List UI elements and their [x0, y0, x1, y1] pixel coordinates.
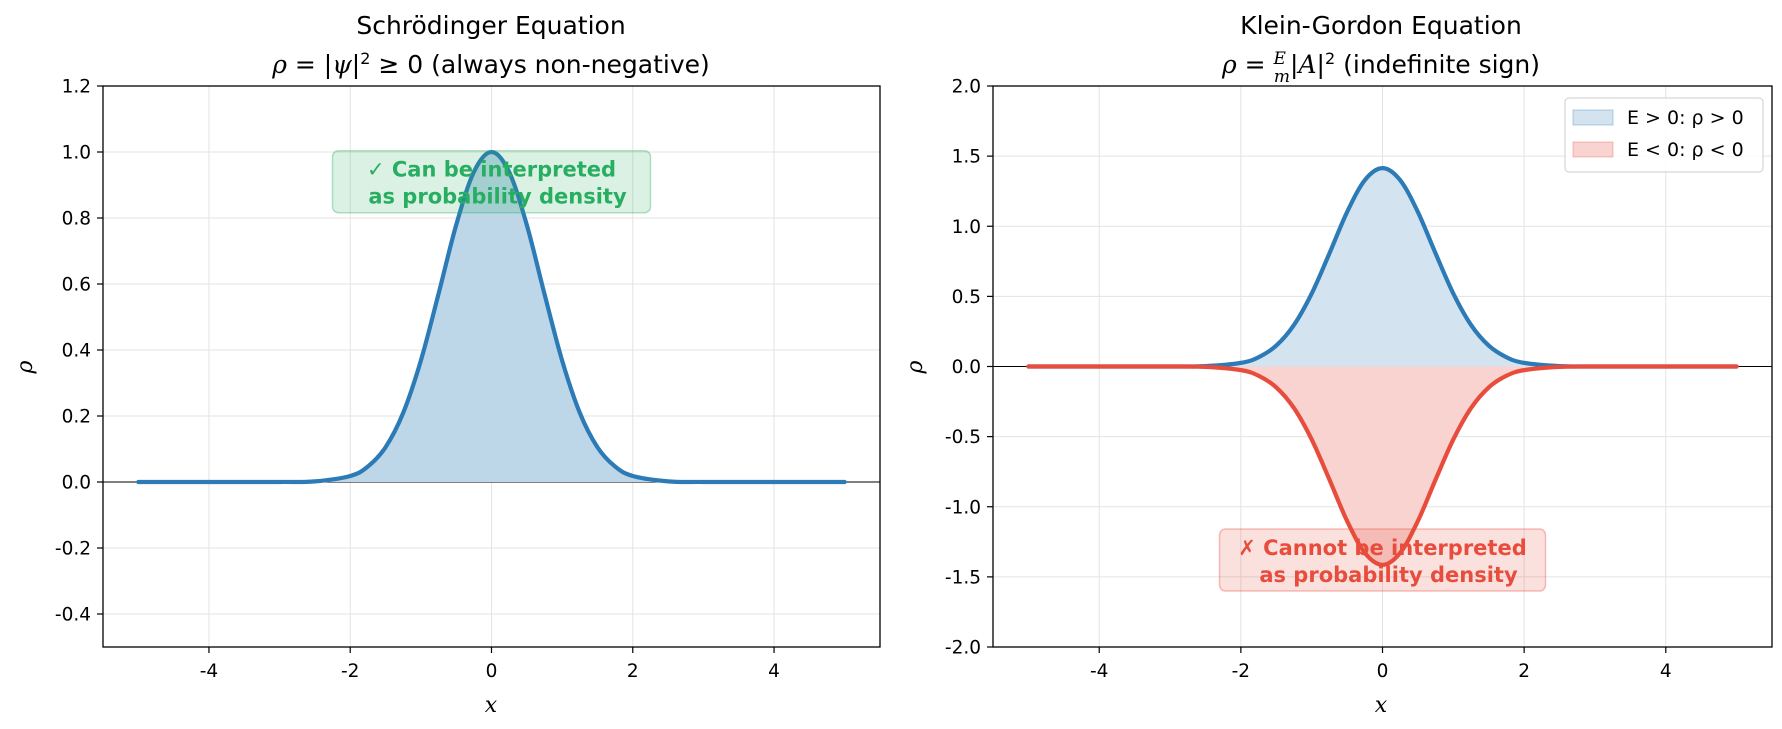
y-axis-label: ρ	[13, 360, 38, 374]
panel-title: Klein-Gordon Equation	[1240, 11, 1522, 40]
annotation-line-2: as probability density	[1259, 563, 1518, 587]
series-area	[138, 152, 845, 483]
y-tick-label: -1.5	[945, 567, 981, 588]
x-tick-label: 2	[1518, 661, 1530, 682]
legend: E > 0: ρ > 0 E < 0: ρ < 0	[1564, 97, 1764, 173]
x-tick-label: -2	[1232, 661, 1250, 682]
x-tick-label: 0	[486, 661, 498, 682]
series-line	[1026, 364, 1739, 567]
annotation: ✓ Can be interpreted as probability densi…	[331, 149, 652, 214]
annotation-box	[1218, 528, 1547, 592]
y-tick-label: 1.0	[62, 143, 91, 164]
y-axis-label: ρ	[903, 360, 928, 374]
y-tick-label: 0.2	[62, 407, 91, 428]
annotation-line-2: as probability density	[368, 185, 627, 209]
y-tick-label: 0.5	[952, 287, 981, 308]
legend-swatch	[1572, 109, 1614, 126]
y-tick-label: -2.0	[945, 638, 981, 659]
x-tick-label: -4	[1090, 661, 1108, 682]
x-tick-label: 0	[1377, 661, 1389, 682]
y-tick-label: 0.0	[952, 357, 981, 378]
series-area	[1028, 366, 1737, 565]
x-axis-label: x	[485, 693, 498, 718]
tick-labels: -4 -2 0 2 4 -2.0 -1.5 -1.0 -0.5 0.0 0.5 1.0 1.5 2.0	[945, 77, 1672, 683]
y-tick-label: 1.5	[952, 147, 981, 168]
annotation-box	[331, 149, 652, 214]
series-line	[136, 149, 847, 485]
y-tick-label: 2.0	[952, 77, 981, 98]
tick-labels: -4 -2 0 2 4 -0.4 -0.2 0.0 0.2 0.4 0.6 0.8 1.0 1.2	[55, 77, 780, 683]
legend-label: E > 0: ρ > 0	[1627, 107, 1744, 129]
panel-title: Schrödinger Equation	[356, 11, 625, 40]
annotation-line-1: ✓ Can be interpreted	[367, 158, 616, 182]
legend-label: E < 0: ρ < 0	[1627, 139, 1744, 161]
panel-subtitle: ρ = |ψ|2 ≥ 0 (always non-negative)	[271, 49, 710, 80]
y-tick-label: 0.6	[62, 275, 91, 296]
x-tick-label: 2	[627, 661, 639, 682]
legend-swatch	[1572, 141, 1614, 158]
y-tick-label: -0.4	[55, 605, 91, 626]
y-tick-label: -0.5	[945, 427, 981, 448]
x-tick-label: -4	[200, 661, 218, 682]
schrodinger-panel: Schrödinger Equation ρ = |ψ|2 ≥ 0 (alway…	[13, 11, 881, 718]
legend-frame	[1564, 97, 1764, 173]
y-tick-label: -1.0	[945, 497, 981, 518]
series-area	[1028, 168, 1737, 367]
y-tick-label: 0.4	[62, 341, 91, 362]
x-tick-label: 4	[1660, 661, 1672, 682]
y-tick-label: 1.0	[952, 217, 981, 238]
annotation-line-1: ✗ Cannot be interpreted	[1238, 536, 1526, 560]
y-tick-label: -0.2	[55, 539, 91, 560]
x-axis-label: x	[1375, 693, 1388, 718]
annotation: ✗ Cannot be interpreted as probability de…	[1218, 528, 1547, 592]
y-tick-label: 0.8	[62, 209, 91, 230]
x-tick-label: 4	[768, 661, 780, 682]
y-tick-label: 1.2	[62, 77, 91, 98]
y-tick-label: 0.0	[62, 473, 91, 494]
series-layer	[136, 149, 847, 485]
x-tick-label: -2	[341, 661, 359, 682]
series-layer	[1026, 166, 1739, 567]
series-line	[1026, 166, 1739, 369]
